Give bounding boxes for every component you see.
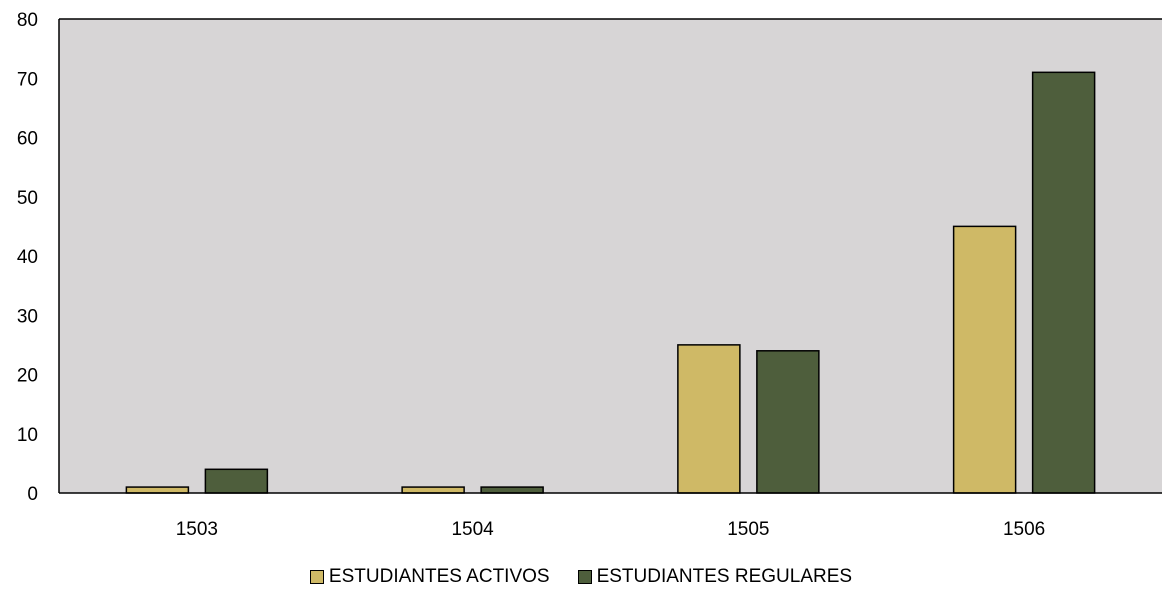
bars-group — [125, 71, 1096, 494]
bar-regulares-1506 — [1031, 71, 1096, 494]
legend-item-regulares: ESTUDIANTES REGULARES — [577, 566, 853, 588]
x-tick-label: 1506 — [1003, 519, 1045, 540]
legend-item-activos: ESTUDIANTES ACTIVOS — [309, 566, 550, 588]
y-tick-label: 50 — [17, 188, 38, 209]
legend-swatch-activos — [309, 570, 324, 584]
bar-regulares-1503 — [204, 468, 269, 494]
bar-activos-1506 — [952, 225, 1017, 494]
y-tick-label: 60 — [17, 129, 38, 150]
bar-activos-1505 — [677, 344, 741, 494]
y-tick-label: 10 — [17, 425, 38, 446]
x-tick-label: 1503 — [176, 519, 218, 540]
y-tick-label: 20 — [17, 366, 38, 387]
y-tick-labels: 0 10 20 30 40 50 60 70 80 — [17, 10, 38, 505]
x-tick-label: 1505 — [727, 519, 769, 540]
x-tick-label: 1504 — [451, 519, 494, 540]
x-tick-labels: 1503 1504 1505 1506 — [176, 519, 1046, 540]
bar-activos-1504 — [401, 486, 465, 494]
legend: ESTUDIANTES ACTIVOS ESTUDIANTES REGULARE… — [0, 566, 1162, 588]
bar-regulares-1504 — [480, 486, 544, 494]
y-tick-label: 40 — [17, 247, 38, 268]
y-tick-label: 30 — [17, 306, 38, 327]
y-tick-label: 0 — [27, 484, 38, 505]
bar-regulares-1505 — [756, 350, 820, 494]
legend-label-regulares: ESTUDIANTES REGULARES — [596, 566, 853, 587]
bar-chart: 0 10 20 30 40 50 60 70 80 1503 1504 1505 1506 — [17, 10, 1162, 540]
y-tick-label: 70 — [17, 69, 38, 90]
bar-activos-1503 — [125, 486, 190, 494]
y-tick-label: 80 — [17, 10, 38, 31]
legend-label-activos: ESTUDIANTES ACTIVOS — [328, 566, 550, 587]
legend-swatch-regulares — [577, 570, 592, 584]
